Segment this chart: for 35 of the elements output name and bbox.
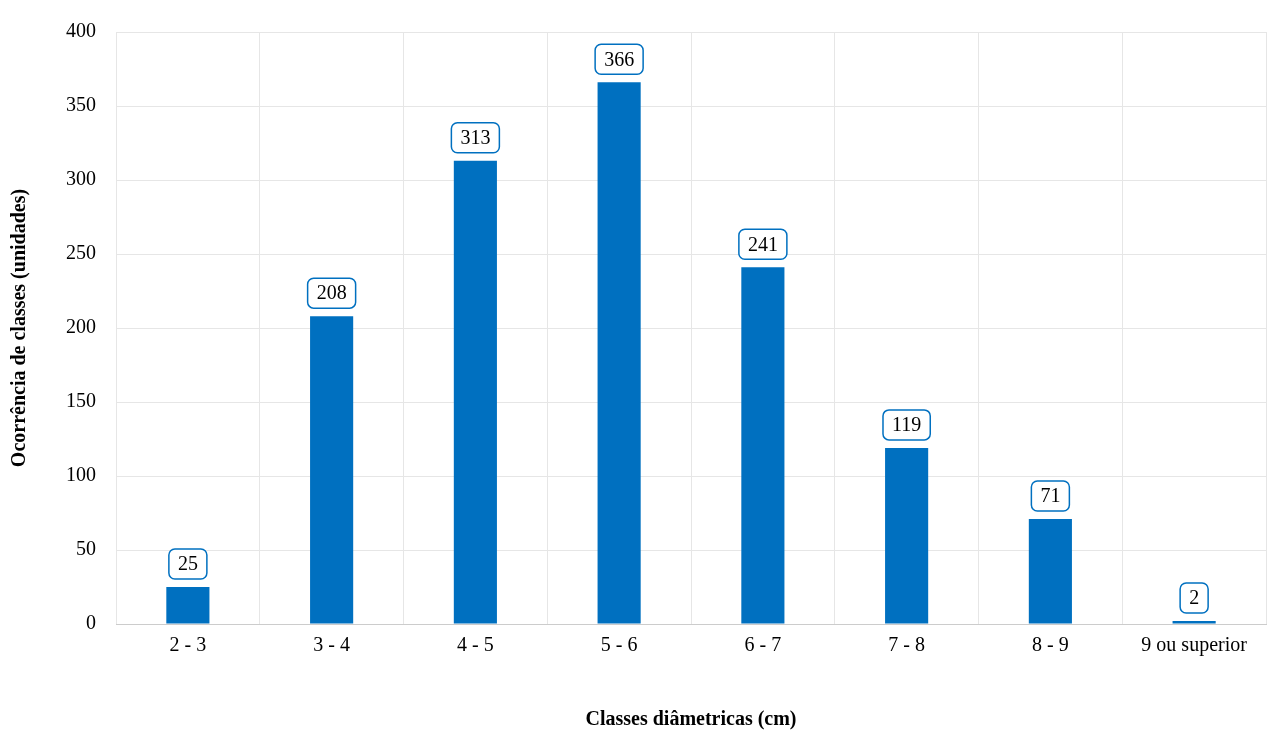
y-tick-label: 400: [66, 19, 96, 42]
data-label: 71: [1040, 484, 1061, 507]
bar: [741, 267, 785, 624]
data-label: 25: [177, 552, 198, 575]
y-tick-label: 200: [66, 315, 96, 338]
bar: [166, 587, 210, 624]
bar: [1172, 621, 1216, 624]
bar: [597, 82, 641, 624]
y-tick-label: 0: [86, 611, 96, 634]
x-tick-label: 7 - 8: [888, 633, 925, 656]
y-tick-label: 250: [66, 241, 96, 264]
data-label: 366: [604, 47, 635, 70]
y-tick-label: 50: [76, 537, 96, 560]
x-tick-label: 3 - 4: [313, 633, 350, 656]
x-tick-label: 9 ou superior: [1141, 633, 1248, 657]
x-tick-label: 8 - 9: [1032, 633, 1069, 656]
y-tick-label: 100: [66, 463, 96, 486]
bar: [885, 447, 929, 624]
bar: [310, 316, 354, 624]
x-axis-title: Classes diâmetricas (cm): [585, 707, 797, 731]
data-label: 241: [747, 232, 778, 255]
bar: [1028, 518, 1072, 624]
data-label: 313: [460, 126, 491, 149]
data-label: 2: [1189, 586, 1200, 609]
y-axis-title: Ocorrência de classes (unidades): [7, 188, 31, 468]
x-tick-label: 6 - 7: [744, 633, 782, 656]
data-label: 208: [316, 281, 347, 304]
data-label: 119: [891, 413, 922, 436]
y-tick-label: 350: [66, 93, 96, 116]
x-tick-label: 5 - 6: [600, 633, 638, 656]
y-tick-label: 150: [66, 389, 96, 412]
x-tick-label: 2 - 3: [169, 633, 207, 656]
bar: [453, 160, 497, 624]
x-tick-label: 4 - 5: [457, 633, 494, 656]
y-tick-label: 300: [66, 167, 96, 190]
